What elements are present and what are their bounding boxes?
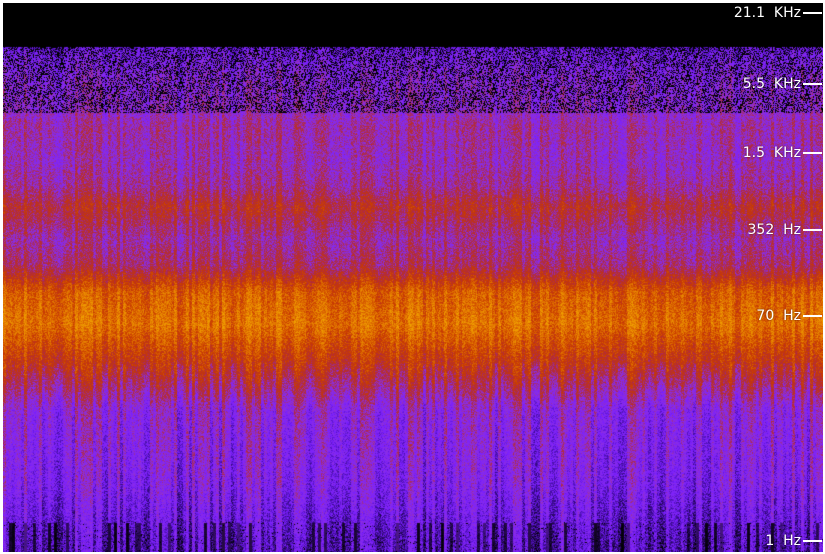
- freq-tick-label: 70 Hz: [756, 307, 801, 324]
- freq-tick-352-hz: 352 Hz: [747, 222, 822, 239]
- freq-tick-1-5-khz: 1.5 KHz: [743, 146, 822, 160]
- tick-mark: [803, 83, 822, 86]
- tick-mark: [803, 12, 822, 14]
- freq-tick-70-hz: 70 Hz: [756, 309, 822, 323]
- freq-tick-1-hz: 1 Hz: [765, 534, 822, 548]
- freq-tick-label: 1 Hz: [765, 533, 801, 549]
- freq-tick-label: 5.5 KHz: [742, 76, 801, 93]
- tick-mark: [803, 540, 822, 542]
- freq-tick-21-1-khz: 21.1 KHz: [734, 6, 822, 20]
- freq-tick-5-5-khz: 5.5 KHz: [743, 77, 822, 91]
- tick-mark: [803, 152, 822, 155]
- tick-mark: [803, 229, 822, 232]
- tick-mark: [803, 314, 822, 317]
- freq-tick-label: 21.1 KHz: [733, 5, 801, 21]
- spectrogram-plot: [3, 3, 823, 552]
- freq-tick-label: 352 Hz: [747, 222, 802, 239]
- spectrogram-heatmap: [3, 3, 823, 552]
- freq-tick-label: 1.5 KHz: [742, 145, 801, 162]
